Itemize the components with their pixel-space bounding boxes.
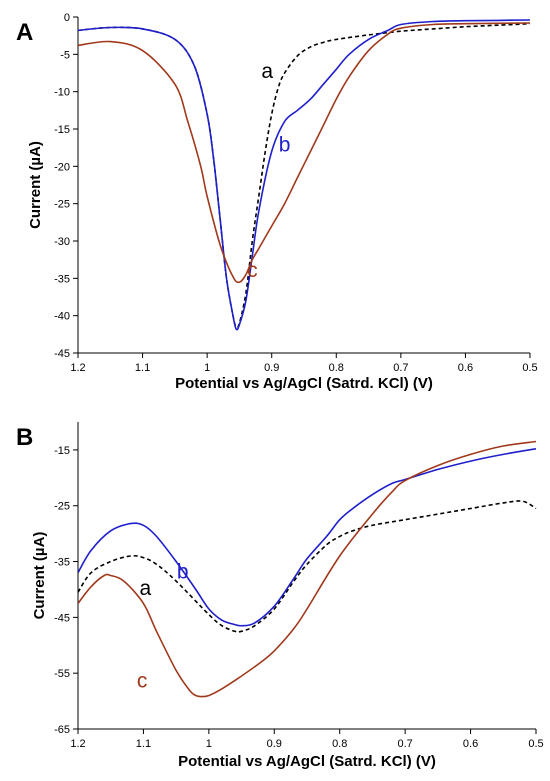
x-axis-title: Potential vs Ag/AgCl (Satrd. KCl) (V) (175, 375, 433, 392)
x-tick-label: 1.2 (70, 362, 85, 374)
series-label-b: b (177, 560, 189, 583)
series-label-c: c (247, 259, 258, 282)
series-line-b (78, 448, 537, 627)
panel-b: B 1.2 1.1 1 0.9 0.8 0.7 0.6 0.5 -15 -25 -35 -45 -55 -… (16, 422, 544, 770)
series-label-a: a (261, 60, 273, 83)
series-line-c (78, 22, 531, 284)
series-line-b (78, 19, 531, 331)
panel-letter-a: A (16, 19, 33, 46)
panel-a: A 1.2 1.1 1 0.9 0.8 0.7 0.6 0.5 0 -5 -10 -15 -20 -25 -… (16, 12, 538, 392)
x-tick-label: 0.5 (528, 738, 543, 750)
y-tick-label: -25 (54, 501, 70, 513)
x-tick-label: 0.6 (458, 362, 473, 374)
x-tick-label: 1 (206, 738, 212, 750)
x-tick-label: 1.1 (135, 362, 150, 374)
x-tick-label: 1.1 (136, 738, 151, 750)
y-tick-label: -10 (54, 87, 70, 99)
x-tick-label: 1 (204, 362, 210, 374)
y-tick-label: -30 (54, 236, 70, 248)
x-tick-label: 0.8 (329, 362, 344, 374)
x-tick-label: 0.7 (397, 738, 412, 750)
y-tick-label: -15 (54, 445, 70, 457)
x-tick-label: 0.8 (332, 738, 347, 750)
series-line-c (78, 440, 537, 698)
panel-letter-b: B (16, 424, 33, 451)
series-line-a (78, 500, 537, 633)
series-line-a (78, 22, 531, 329)
series-label-a: a (140, 577, 152, 600)
x-tick-label: 0.6 (463, 738, 478, 750)
y-tick-label: 0 (64, 12, 70, 24)
y-tick-label: -45 (54, 612, 70, 624)
y-tick-label: -15 (54, 124, 70, 136)
x-tick-label: 0.9 (264, 362, 279, 374)
x-tick-label: 0.9 (267, 738, 282, 750)
y-tick-label: -25 (54, 199, 70, 211)
y-tick-label: -55 (54, 668, 70, 680)
y-tick-label: -40 (54, 311, 70, 323)
x-tick-label: 0.5 (522, 362, 537, 374)
x-axis-title: Potential vs Ag/AgCl (Satrd. KCl) (V) (178, 753, 436, 770)
y-tick-label: -65 (54, 724, 70, 736)
y-tick-label: -5 (60, 49, 70, 61)
y-tick-label: -45 (54, 348, 70, 360)
series-label-b: b (279, 133, 291, 156)
x-tick-label: 0.7 (393, 362, 408, 374)
y-tick-label: -35 (54, 273, 70, 285)
x-tick-label: 1.2 (70, 738, 85, 750)
y-axis-title: Current (µA) (27, 141, 44, 229)
y-tick-label: -20 (54, 161, 70, 173)
y-tick-label: -35 (54, 557, 70, 569)
series-label-c: c (137, 670, 148, 693)
y-axis-title: Current (µA) (31, 532, 48, 620)
